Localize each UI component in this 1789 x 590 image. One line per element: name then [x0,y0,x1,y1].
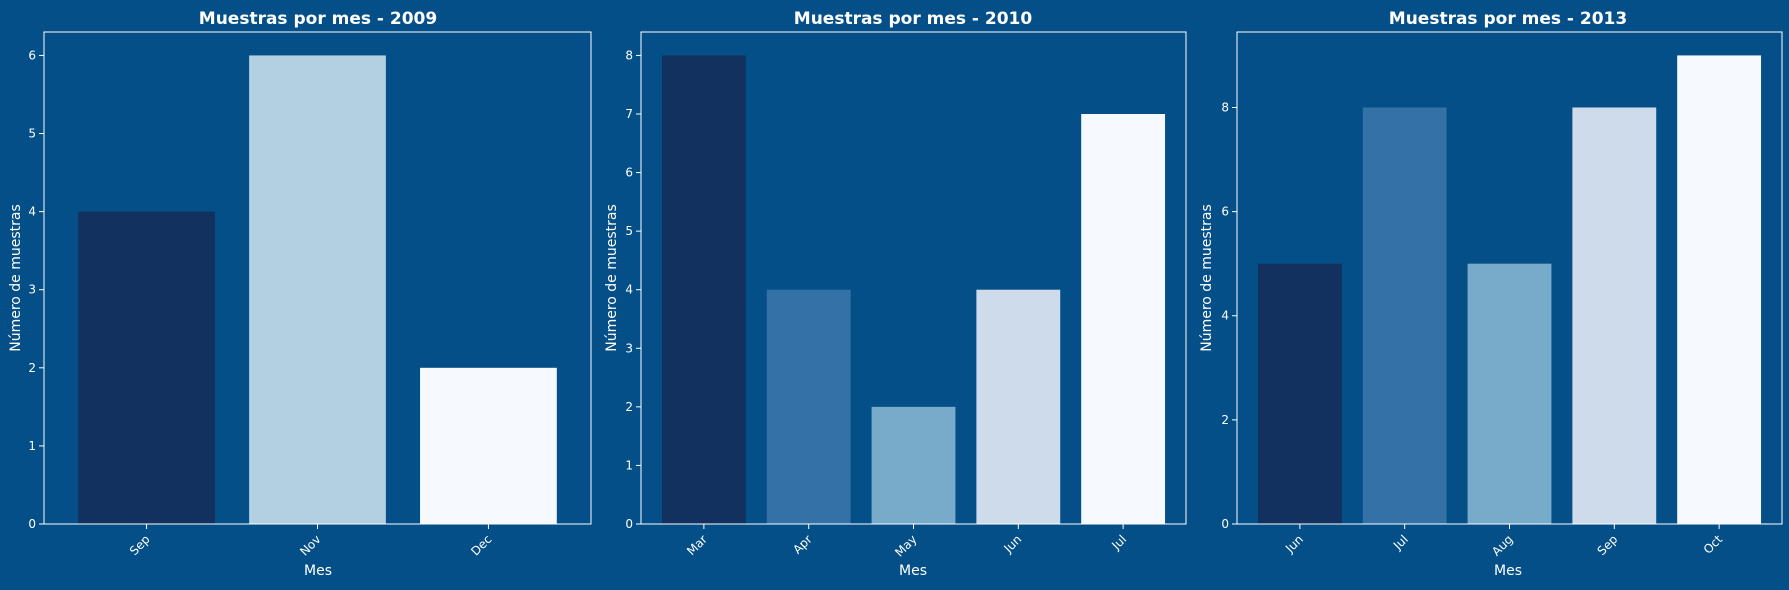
x-axis-label: Mes [1494,563,1522,579]
x-axis-label: Mes [304,563,332,579]
y-tick-label: 6 [1221,205,1229,219]
chart-panel-2013: Muestras por mes - 2013 Mes Número de mu… [1199,9,1783,579]
x-tick-label-sep: Sep [127,532,153,558]
bar-oct [1677,55,1762,525]
bar-may [871,406,956,524]
y-tick-label: 5 [28,127,36,141]
bar-jul [1081,114,1166,524]
x-tick-label-may: May [892,532,919,559]
y-tick-label: 1 [28,439,36,453]
y-axis-label: Número de muestras [604,204,620,352]
y-tick-label: 6 [625,166,633,180]
y-tick-label: 1 [625,458,633,472]
chart-panel-2009: Muestras por mes - 2009 Mes Número de mu… [8,9,592,579]
x-axis-label: Mes [899,563,927,579]
y-tick-label: 6 [28,48,36,62]
bar-jul [1362,107,1447,524]
bar-jun [976,289,1061,524]
x-tick-label-dec: Dec [468,532,494,558]
y-axis-label: Número de muestras [8,204,24,352]
y-tick-label: 2 [625,400,633,414]
y-tick-label: 2 [28,361,36,375]
y-tick-label: 2 [1221,413,1229,427]
bar-mar [661,55,746,525]
y-tick-label: 5 [625,224,633,238]
chart-title: Muestras por mes - 2009 [199,9,437,29]
x-tick-label-jul: Jul [1108,532,1129,553]
y-tick-label: 3 [28,283,36,297]
bar-aug [1467,263,1552,524]
x-tick-label-aug: Aug [1489,532,1515,558]
bar-sep [78,211,215,524]
x-tick-label-mar: Mar [684,532,710,558]
y-tick-label: 8 [1221,100,1229,114]
x-tick-label-jun: Jun [1001,532,1025,556]
bar-apr [766,289,851,524]
x-tick-label-jul: Jul [1390,532,1411,553]
y-tick-label: 8 [625,48,633,62]
x-tick-label-sep: Sep [1595,532,1621,558]
x-tick-label-apr: Apr [790,532,815,557]
y-tick-label: 4 [625,283,633,297]
y-tick-label: 4 [28,205,36,219]
chart-title: Muestras por mes - 2013 [1389,9,1627,29]
y-tick-label: 0 [1221,517,1229,531]
y-tick-label: 4 [1221,309,1229,323]
y-tick-label: 0 [625,517,633,531]
bar-nov [249,55,386,525]
y-tick-label: 0 [28,517,36,531]
bar-sep [1572,107,1657,524]
x-tick-label-oct: Oct [1701,532,1726,557]
chart-panel-2010: Muestras por mes - 2010 Mes Número de mu… [604,9,1187,579]
chart-title: Muestras por mes - 2010 [794,9,1033,29]
x-tick-label-nov: Nov [297,532,323,558]
bar-dec [420,367,557,524]
y-tick-label: 3 [625,341,633,355]
bar-jun [1257,263,1342,524]
y-tick-label: 7 [625,107,633,121]
y-axis-label: Número de muestras [1199,204,1215,352]
x-tick-label-jun: Jun [1282,532,1306,556]
